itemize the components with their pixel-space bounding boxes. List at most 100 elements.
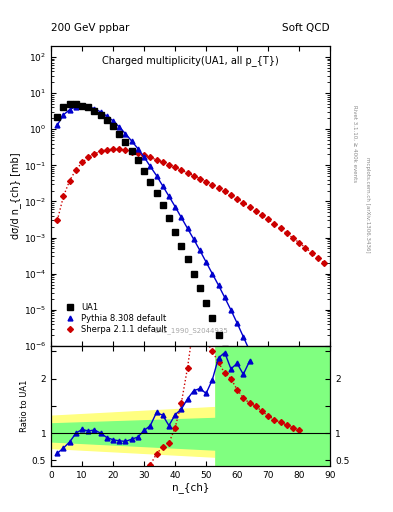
Pythia 8.308 default: [204, 259, 208, 265]
Pythia 8.308 default: [136, 145, 140, 152]
Sherpa 2.1.1 default: [86, 155, 91, 161]
Pythia 8.308 default: [98, 109, 103, 115]
UA1: [185, 257, 190, 263]
Pythia 8.308 default: [73, 103, 78, 110]
Sherpa 2.1.1 default: [154, 157, 159, 163]
UA1: [92, 108, 97, 114]
Sherpa 2.1.1 default: [247, 204, 252, 210]
UA1: [154, 190, 159, 196]
Text: mcplots.cern.ch [arXiv:1306.3436]: mcplots.cern.ch [arXiv:1306.3436]: [365, 157, 371, 252]
Pythia 8.308 default: [167, 193, 171, 199]
Sherpa 2.1.1 default: [67, 178, 72, 184]
Line: Sherpa 2.1.1 default: Sherpa 2.1.1 default: [55, 147, 326, 265]
Text: Charged multiplicity(UA1, all p_{T}): Charged multiplicity(UA1, all p_{T}): [102, 55, 279, 66]
Pythia 8.308 default: [129, 138, 134, 144]
UA1: [142, 168, 147, 174]
Sherpa 2.1.1 default: [129, 148, 134, 155]
UA1: [61, 104, 66, 111]
Pythia 8.308 default: [303, 483, 308, 489]
Sherpa 2.1.1 default: [111, 146, 116, 152]
Pythia 8.308 default: [241, 334, 246, 340]
Sherpa 2.1.1 default: [198, 176, 202, 182]
Sherpa 2.1.1 default: [73, 167, 78, 173]
Sherpa 2.1.1 default: [229, 192, 233, 198]
Pythia 8.308 default: [67, 106, 72, 113]
Pythia 8.308 default: [222, 294, 227, 301]
Text: 200 GeV ppbar: 200 GeV ppbar: [51, 23, 129, 33]
Text: UA1_1990_S2044935: UA1_1990_S2044935: [153, 327, 228, 334]
Sherpa 2.1.1 default: [142, 152, 147, 158]
Sherpa 2.1.1 default: [167, 162, 171, 168]
UA1: [198, 285, 202, 291]
Text: Soft QCD: Soft QCD: [283, 23, 330, 33]
UA1: [80, 102, 84, 109]
X-axis label: n_{ch}: n_{ch}: [172, 482, 209, 494]
Sherpa 2.1.1 default: [136, 150, 140, 156]
Pythia 8.308 default: [185, 225, 190, 231]
UA1: [229, 362, 233, 368]
Pythia 8.308 default: [173, 204, 178, 210]
Sherpa 2.1.1 default: [266, 216, 270, 222]
Pythia 8.308 default: [272, 406, 277, 412]
Sherpa 2.1.1 default: [55, 217, 60, 223]
UA1: [73, 101, 78, 107]
Pythia 8.308 default: [229, 307, 233, 313]
Sherpa 2.1.1 default: [297, 240, 301, 246]
Sherpa 2.1.1 default: [117, 146, 122, 153]
Sherpa 2.1.1 default: [173, 164, 178, 170]
Y-axis label: Ratio to UA1: Ratio to UA1: [20, 380, 29, 432]
Pythia 8.308 default: [290, 452, 295, 458]
Y-axis label: dσ/d n_{ch} [mb]: dσ/d n_{ch} [mb]: [10, 153, 21, 239]
Sherpa 2.1.1 default: [105, 146, 109, 153]
Sherpa 2.1.1 default: [309, 250, 314, 256]
Pythia 8.308 default: [191, 236, 196, 242]
Pythia 8.308 default: [285, 436, 289, 442]
Sherpa 2.1.1 default: [222, 188, 227, 195]
UA1: [123, 139, 128, 145]
UA1: [191, 271, 196, 277]
Pythia 8.308 default: [61, 112, 66, 118]
UA1: [67, 101, 72, 107]
UA1: [129, 148, 134, 154]
UA1: [136, 157, 140, 163]
Sherpa 2.1.1 default: [290, 235, 295, 241]
Sherpa 2.1.1 default: [253, 208, 258, 214]
Pythia 8.308 default: [80, 102, 84, 109]
Sherpa 2.1.1 default: [235, 196, 239, 202]
Sherpa 2.1.1 default: [98, 148, 103, 154]
Pythia 8.308 default: [179, 215, 184, 221]
Line: UA1: UA1: [54, 100, 241, 386]
UA1: [204, 301, 208, 307]
Sherpa 2.1.1 default: [303, 244, 308, 250]
Pythia 8.308 default: [309, 500, 314, 506]
Pythia 8.308 default: [278, 421, 283, 427]
Line: Pythia 8.308 default: Pythia 8.308 default: [55, 103, 326, 512]
Sherpa 2.1.1 default: [148, 155, 152, 161]
Pythia 8.308 default: [142, 154, 147, 160]
Sherpa 2.1.1 default: [160, 159, 165, 165]
Sherpa 2.1.1 default: [321, 260, 326, 266]
UA1: [216, 332, 221, 338]
Pythia 8.308 default: [297, 468, 301, 474]
Pythia 8.308 default: [55, 122, 60, 128]
Sherpa 2.1.1 default: [285, 230, 289, 237]
Pythia 8.308 default: [160, 183, 165, 189]
Sherpa 2.1.1 default: [241, 200, 246, 206]
UA1: [235, 379, 239, 385]
Pythia 8.308 default: [92, 105, 97, 112]
Text: Rivet 3.1.10, ≥ 400k events: Rivet 3.1.10, ≥ 400k events: [352, 105, 357, 182]
UA1: [222, 347, 227, 353]
UA1: [148, 179, 152, 185]
Pythia 8.308 default: [105, 113, 109, 119]
UA1: [160, 202, 165, 208]
Pythia 8.308 default: [216, 282, 221, 288]
Sherpa 2.1.1 default: [278, 225, 283, 231]
Sherpa 2.1.1 default: [179, 167, 184, 173]
Pythia 8.308 default: [148, 163, 152, 169]
Sherpa 2.1.1 default: [61, 193, 66, 199]
Sherpa 2.1.1 default: [92, 151, 97, 157]
Sherpa 2.1.1 default: [272, 221, 277, 227]
Pythia 8.308 default: [123, 131, 128, 137]
Sherpa 2.1.1 default: [80, 159, 84, 165]
UA1: [105, 117, 109, 123]
